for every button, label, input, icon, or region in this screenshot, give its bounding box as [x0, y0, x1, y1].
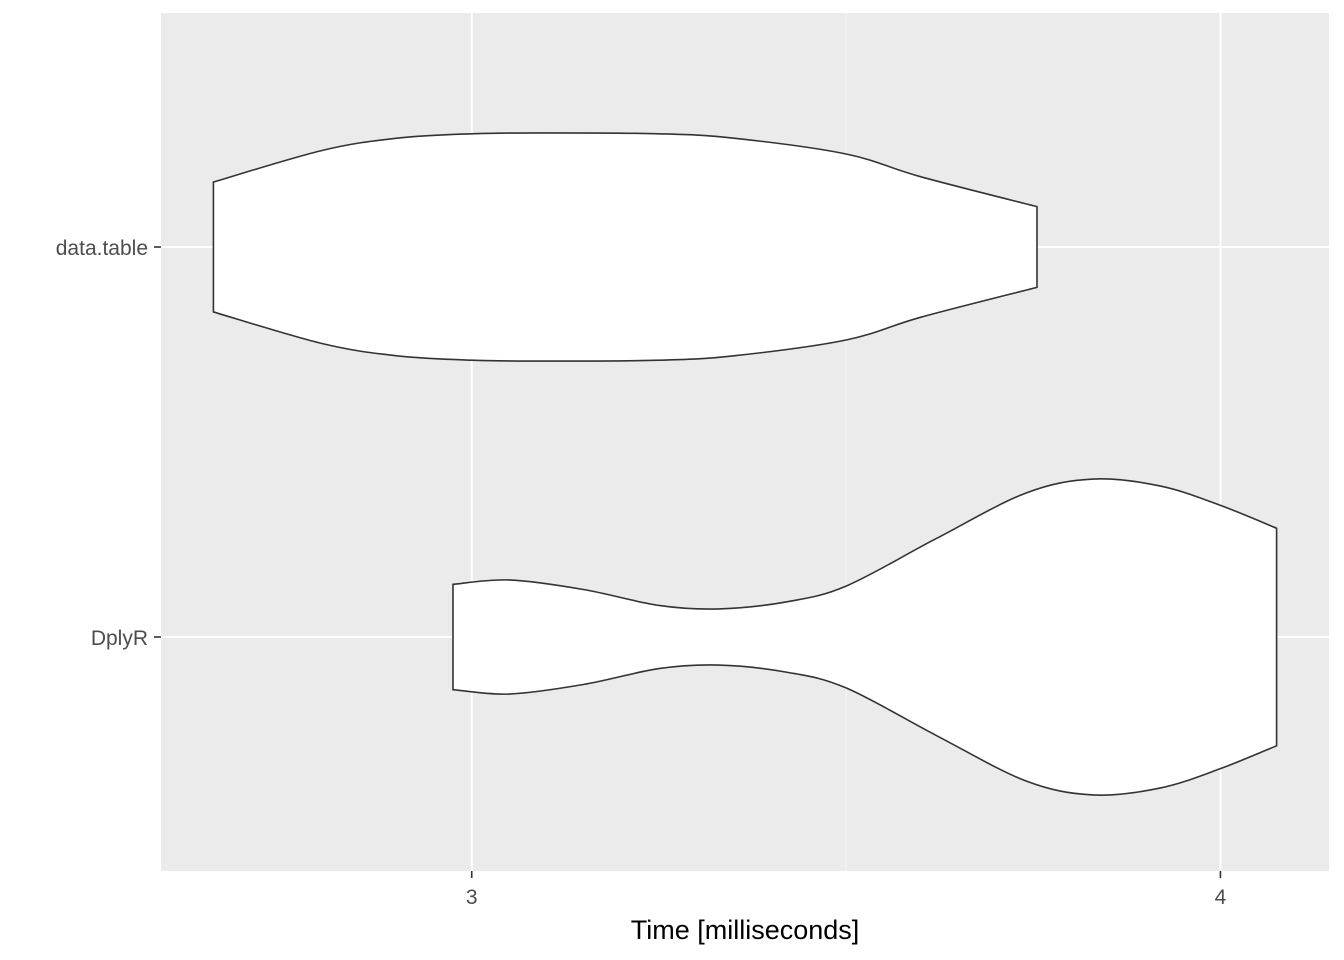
x-tick-label: 4 [1215, 886, 1227, 909]
y-tick-label: DplyR [91, 627, 148, 650]
axis-layer: 3 4 data.table DplyR [56, 237, 1227, 909]
violin-data-table [212, 132, 1038, 362]
y-tick-label: data.table [56, 237, 148, 260]
violin-layer [212, 132, 1278, 796]
violin-dplyr [452, 478, 1278, 796]
x-axis-title: Time [milliseconds] [631, 915, 860, 945]
x-tick-label: 3 [466, 886, 478, 909]
